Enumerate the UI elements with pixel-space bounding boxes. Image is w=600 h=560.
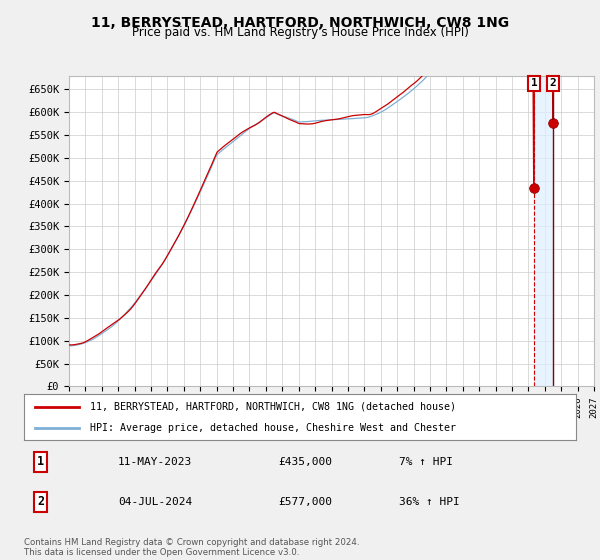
Text: 11, BERRYSTEAD, HARTFORD, NORTHWICH, CW8 1NG (detached house): 11, BERRYSTEAD, HARTFORD, NORTHWICH, CW8… [90,402,456,412]
Text: 1: 1 [531,78,538,185]
Text: 11-MAY-2023: 11-MAY-2023 [118,457,192,467]
Text: 11, BERRYSTEAD, HARTFORD, NORTHWICH, CW8 1NG: 11, BERRYSTEAD, HARTFORD, NORTHWICH, CW8… [91,16,509,30]
Text: 1: 1 [37,455,44,468]
Text: 04-JUL-2024: 04-JUL-2024 [118,497,192,507]
Text: 36% ↑ HPI: 36% ↑ HPI [400,497,460,507]
Text: 7% ↑ HPI: 7% ↑ HPI [400,457,454,467]
Text: Contains HM Land Registry data © Crown copyright and database right 2024.
This d: Contains HM Land Registry data © Crown c… [24,538,359,557]
Text: £577,000: £577,000 [278,497,332,507]
Text: £435,000: £435,000 [278,457,332,467]
Text: 2: 2 [550,78,556,120]
Text: 2: 2 [37,496,44,508]
Text: HPI: Average price, detached house, Cheshire West and Chester: HPI: Average price, detached house, Ches… [90,423,456,433]
Bar [534,76,553,386]
Text: Price paid vs. HM Land Registry's House Price Index (HPI): Price paid vs. HM Land Registry's House … [131,26,469,39]
